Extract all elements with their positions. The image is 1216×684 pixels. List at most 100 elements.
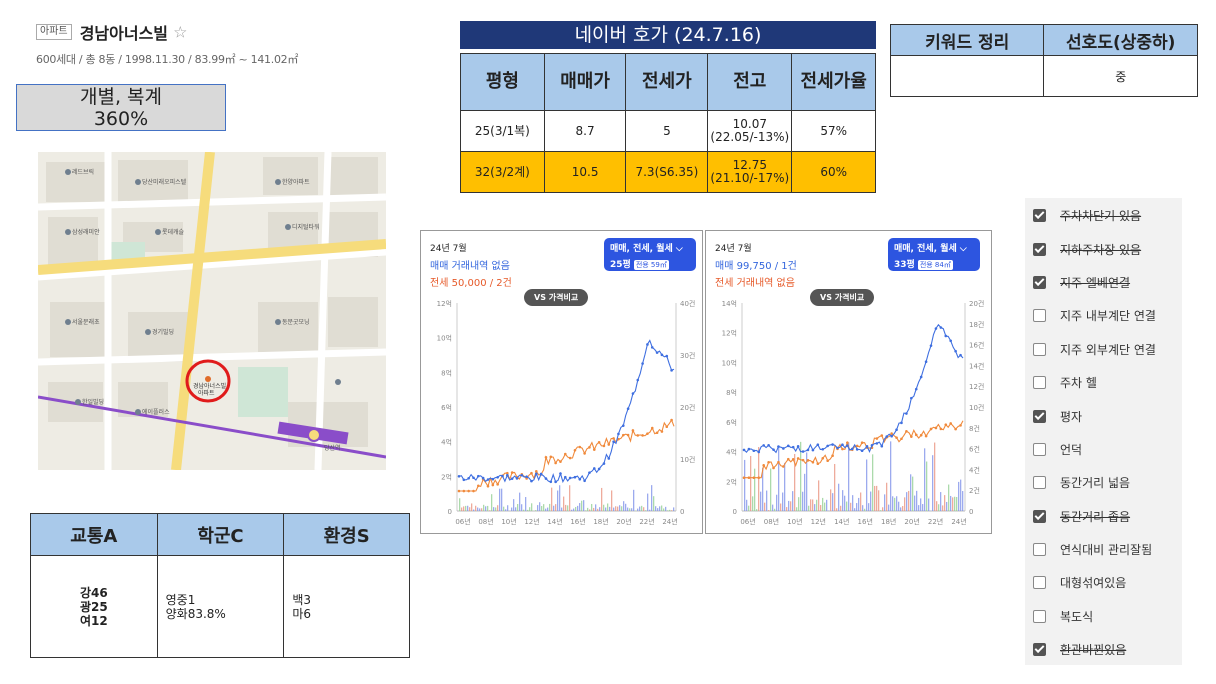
sale-line-point [592,467,596,470]
volume-bar [778,446,780,511]
checklist-label: 지주 내부계단 연결 [1060,309,1156,324]
checklist-label: 복도식 [1060,609,1094,624]
jeonse-line-point [554,461,557,465]
sale-line-point [631,392,635,395]
jeonse-line-point [544,455,548,459]
checkbox[interactable] [1033,476,1046,490]
sale-line-point [900,421,903,425]
sale-line-point [772,448,775,451]
jeonse-line-point [841,447,844,451]
sale-line-point [544,477,548,480]
checklist-item[interactable]: 지주 내부계단 연결 [1025,299,1182,332]
marker-label: 아파트 [198,389,215,397]
volume-bar [641,505,643,511]
checklist-item[interactable]: 지하주차장 있음 [1025,232,1182,265]
checklist-item[interactable]: 지주 엘베연결 [1025,266,1182,299]
volume-bar [856,503,858,511]
cell-ratio: 60% [791,151,876,193]
volume-bar [948,484,950,511]
volume-bar [790,501,792,511]
volume-bar [595,504,597,511]
checklist-item[interactable]: 복도식 [1025,600,1182,633]
volume-bar [625,503,627,511]
sale-line-point [617,432,620,436]
sale-line-point [831,443,834,446]
volume-bar [473,509,475,511]
volume-bar [766,490,768,511]
map-pin-icon[interactable] [205,376,211,382]
jeonse-line-point [559,460,562,463]
checkbox[interactable] [1033,509,1046,523]
volume-bar [896,496,898,511]
checklist-item[interactable]: 지주 외부계단 연결 [1025,333,1182,366]
volume-bar [798,497,800,511]
checklist-item[interactable]: 동간거리 좁음 [1025,500,1182,533]
checklist-item[interactable]: 동간거리 넓음 [1025,466,1182,499]
x-tick-label: 22년 [928,517,943,526]
jeonse-line-point [949,422,952,425]
volume-bar [583,500,585,511]
sale-line-point [811,448,815,452]
jeonse-line-point [826,459,829,463]
checkbox[interactable] [1033,209,1046,223]
header-traffic: 교통A [30,513,158,556]
jeonse-line-point [477,484,480,488]
checklist-item[interactable]: 주차 헬 [1025,366,1182,399]
checkbox[interactable] [1033,609,1046,623]
volume-bar [519,492,521,511]
apartment-name[interactable]: 경남아너스빌 [79,24,169,43]
volume-bar [647,493,649,511]
sale-line-point [525,475,528,478]
checkbox[interactable] [1033,275,1046,289]
volume-bar [655,506,657,511]
checkbox[interactable] [1033,576,1046,590]
y-tick-label: 14억 [722,300,737,308]
y-tick-label: 8억 [726,389,737,397]
location-map[interactable]: 레드브릭 당산미래오피스텔 한양아파트 삼성래미안 롯데캐슬 디지털타워 서울문… [38,152,386,470]
jeonse-line-point [626,433,630,437]
checkbox[interactable] [1033,442,1046,456]
checklist-item[interactable]: 언덕 [1025,433,1182,466]
checklist-item[interactable]: 연식대비 관리잘됨 [1025,533,1182,566]
volume-bar [850,502,852,511]
cell-peak: 10.07 (22.05/-13%) [707,110,793,152]
checkbox[interactable] [1033,342,1046,356]
volume-bar [958,481,960,511]
vs-compare-button[interactable]: VS 가격비교 [810,289,875,306]
trade-type-dropdown[interactable]: 매매, 전세, 월세 ⌵ 33평 전용 84㎡ [888,238,980,271]
volume-bar [768,510,770,511]
sale-line-point [491,477,495,481]
keyword-cell[interactable] [889,55,1045,97]
jeonse-line-point [806,459,810,462]
checkbox[interactable] [1033,376,1046,390]
header-ratio: 전세가율 [791,53,876,111]
apartment-type-tag: 아파트 [36,24,72,40]
checkbox[interactable] [1033,543,1046,557]
volume-bar [748,505,750,511]
checkbox[interactable] [1033,242,1046,256]
grade-table: 교통A 학군C 환경S 강46 광25 여12 영중1 양화83.8% 백3 마… [30,513,410,658]
volume-bar [603,504,605,511]
favorite-star-icon[interactable]: ☆ [173,22,188,42]
checkbox[interactable] [1033,643,1046,657]
jeonse-line-point [646,432,649,435]
checklist-item[interactable]: 주차차단기 있음 [1025,199,1182,232]
sale-line-point [826,444,829,448]
volume-bar [535,510,537,511]
checklist-item[interactable]: 대형섞여있음 [1025,566,1182,599]
volume-bar [571,509,573,511]
sale-line-point [486,478,490,481]
checkbox[interactable] [1033,409,1046,423]
trade-type-dropdown[interactable]: 매매, 전세, 월세 ⌵ 25평 전용 59㎡ [604,238,696,271]
volume-bar [860,492,862,511]
y2-tick-label: 10건 [680,455,695,464]
volume-bar [539,502,541,511]
x-tick-label: 06년 [740,517,755,526]
volume-bar [599,507,601,511]
checkbox[interactable] [1033,309,1046,323]
checklist-item[interactable]: 평자 [1025,399,1182,432]
preference-cell[interactable]: 중 [1043,55,1198,97]
volume-bar [866,459,868,511]
vs-compare-button[interactable]: VS 가격비교 [524,289,589,306]
checklist-item[interactable]: 환관바뀐있음 [1025,633,1182,666]
